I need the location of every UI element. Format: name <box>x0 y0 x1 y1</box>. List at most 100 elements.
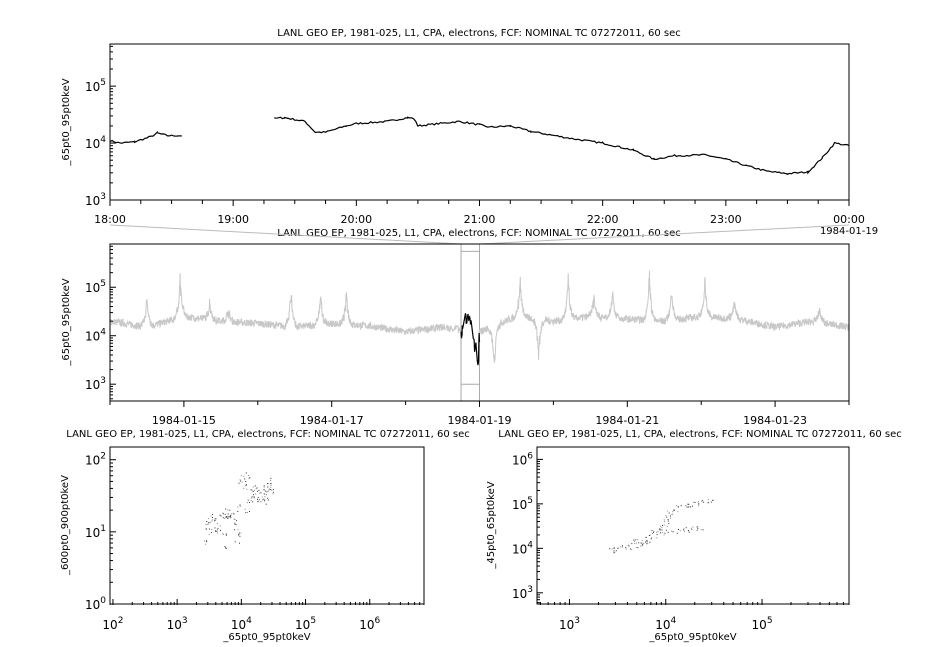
panel4-point <box>687 503 689 505</box>
panel4-point <box>657 531 659 533</box>
panel3-point <box>227 513 229 515</box>
panel3-point <box>264 496 266 498</box>
panel3-point <box>270 480 272 481</box>
panel3-point <box>252 491 254 493</box>
panel3-point <box>236 524 238 526</box>
panel3-point <box>228 516 230 518</box>
panel3-point <box>208 522 210 524</box>
panel2-ytick-label: 103 <box>85 376 106 392</box>
panel3-point <box>225 516 227 518</box>
panel3-point <box>224 518 226 519</box>
panel3-point <box>212 519 214 521</box>
panel3-point <box>229 516 231 517</box>
panel3-point <box>239 532 240 534</box>
panel3-point <box>216 523 218 525</box>
panel3-point <box>257 501 259 503</box>
panel4-point <box>663 524 665 526</box>
panel3-point <box>238 533 240 535</box>
panel4-point <box>646 543 648 545</box>
panel3-point <box>256 487 258 489</box>
panel4-point <box>677 506 679 508</box>
panel3-point <box>207 518 209 520</box>
panel4-point <box>664 521 666 523</box>
panel3-point <box>234 519 236 520</box>
panel4-point <box>646 540 648 542</box>
panel2-xtick-label: 1984-01-23 <box>743 414 807 427</box>
panel4-point <box>667 531 669 533</box>
panel4-point <box>641 544 643 546</box>
panel4-point <box>679 530 681 532</box>
panel3-point <box>253 497 255 499</box>
panel1-title: LANL GEO EP, 1981-025, L1, CPA, electron… <box>277 28 680 39</box>
panel3-point <box>233 513 235 515</box>
panel3-point <box>255 493 257 495</box>
panel3-point <box>270 489 272 490</box>
panel4-point <box>671 530 673 532</box>
panel3-point <box>259 499 261 501</box>
panel3-point <box>267 486 269 488</box>
panel4-point <box>703 501 705 503</box>
panel4-point <box>665 515 667 517</box>
panel3-point <box>239 542 240 544</box>
panel3-xtick-label: 102 <box>102 616 123 632</box>
panel4-point <box>617 548 619 549</box>
panel4-point <box>661 529 663 531</box>
panel3-point <box>230 517 232 519</box>
panel1-xtick-label: 21:00 <box>464 213 496 226</box>
panel3-point <box>259 492 261 494</box>
panel4-point <box>651 537 653 539</box>
panel4-point <box>660 532 661 534</box>
panel3-point <box>245 472 247 474</box>
panel4-point <box>631 543 633 545</box>
panel3-point <box>212 514 213 515</box>
panel3-point <box>225 547 227 549</box>
panel3-point <box>215 518 217 520</box>
panel4-point <box>659 529 661 531</box>
panel3-point <box>250 489 252 491</box>
panel4-point <box>637 539 639 541</box>
panel3-point <box>250 500 252 502</box>
panel3-xtick-label: 105 <box>295 616 316 632</box>
panel3-point <box>238 482 240 484</box>
panel4-ylabel: _45pt0_65pt0keV <box>486 481 497 569</box>
panel3-point <box>214 518 216 520</box>
panel3-point <box>230 513 232 515</box>
panel3-point <box>220 529 221 531</box>
panel3-point <box>204 540 205 542</box>
panel4-point <box>652 532 654 533</box>
panel4-point <box>620 546 622 548</box>
panel4-xlabel: _65pt0_95pt0keV <box>648 632 736 643</box>
panel4-point <box>628 545 630 547</box>
panel3-point <box>260 492 262 494</box>
panel4-point <box>663 519 665 521</box>
panel4-point <box>692 526 694 528</box>
panel4-point <box>656 537 658 539</box>
panel3-point <box>245 485 247 487</box>
panel4-point <box>676 532 678 534</box>
panel3-point <box>222 533 224 535</box>
panel3-point <box>257 496 259 498</box>
panel4-point <box>690 527 692 529</box>
panel2-ytick-label: 105 <box>85 279 106 295</box>
panel4-point <box>668 512 670 514</box>
panel4-point <box>635 546 637 548</box>
panel4-point <box>649 534 651 536</box>
panel2-highlight-line <box>460 313 481 366</box>
panel4-xtick-label: 105 <box>752 616 773 632</box>
panel3-point <box>247 512 248 514</box>
panel1-xtick-label: 22:00 <box>587 213 619 226</box>
panel4-point <box>686 506 688 508</box>
panel3-point <box>237 506 239 508</box>
panel3-point <box>225 533 227 535</box>
panel4-point <box>677 511 679 513</box>
panel4-point <box>649 541 651 543</box>
panel4-point <box>670 517 672 519</box>
panel4-point <box>614 551 616 553</box>
panel3-point <box>229 509 231 511</box>
panel3-point <box>245 481 247 482</box>
panel4-point <box>640 542 642 544</box>
panel3-point <box>270 477 272 479</box>
panel4-point <box>698 505 699 507</box>
panel3-point <box>206 521 208 522</box>
